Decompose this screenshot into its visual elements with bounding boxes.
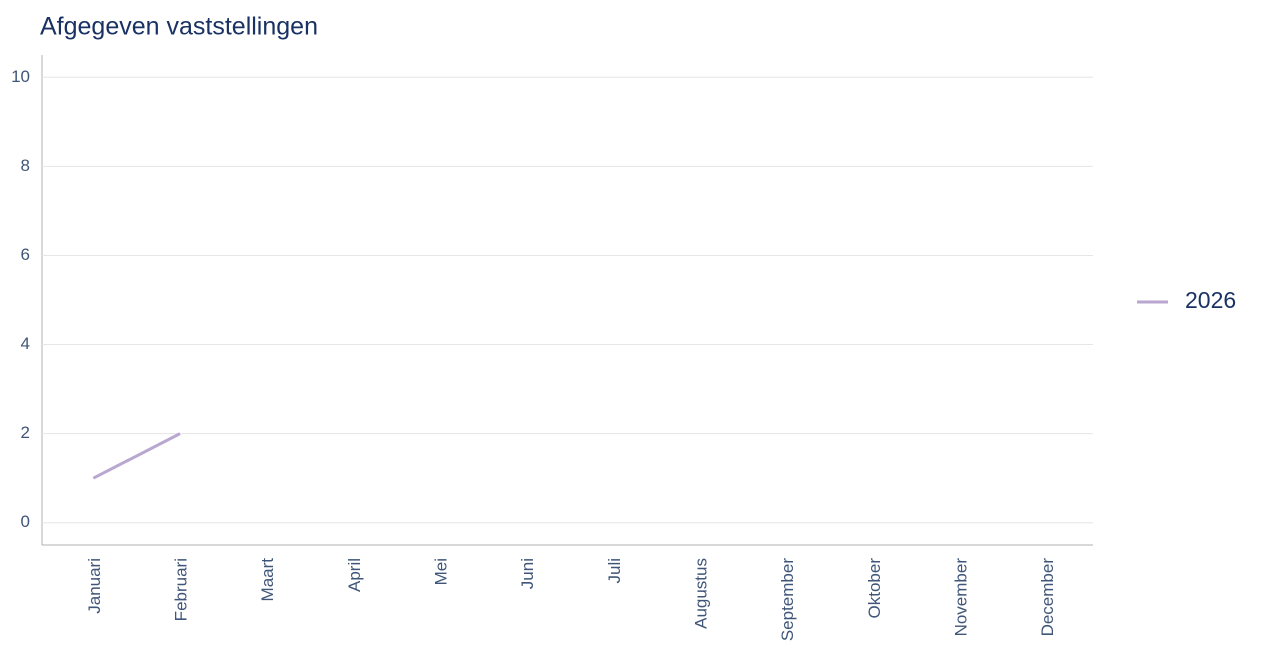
x-tick-label: Mei [431, 558, 450, 585]
y-tick-label: 4 [21, 334, 30, 353]
x-tick-label: September [778, 558, 797, 641]
y-tick-label: 10 [11, 67, 30, 86]
x-tick-label: Januari [85, 558, 104, 614]
y-tick-label: 6 [21, 245, 30, 264]
x-tick-label: Augustus [691, 558, 710, 629]
x-tick-label: April [345, 558, 364, 592]
y-tick-label: 0 [21, 512, 30, 531]
x-tick-label: December [1038, 558, 1057, 637]
y-tick-label: 8 [21, 156, 30, 175]
chart-title: Afgegeven vaststellingen [40, 13, 318, 41]
x-tick-label: Oktober [865, 558, 884, 619]
x-tick-label: November [951, 558, 970, 637]
x-tick-label: Juli [605, 558, 624, 584]
legend-label: 2026 [1185, 287, 1236, 313]
y-tick-label: 2 [21, 423, 30, 442]
x-tick-label: Maart [258, 558, 277, 602]
x-tick-label: Juni [518, 558, 537, 589]
x-tick-label: Februari [171, 558, 190, 621]
series-line [92, 432, 181, 480]
